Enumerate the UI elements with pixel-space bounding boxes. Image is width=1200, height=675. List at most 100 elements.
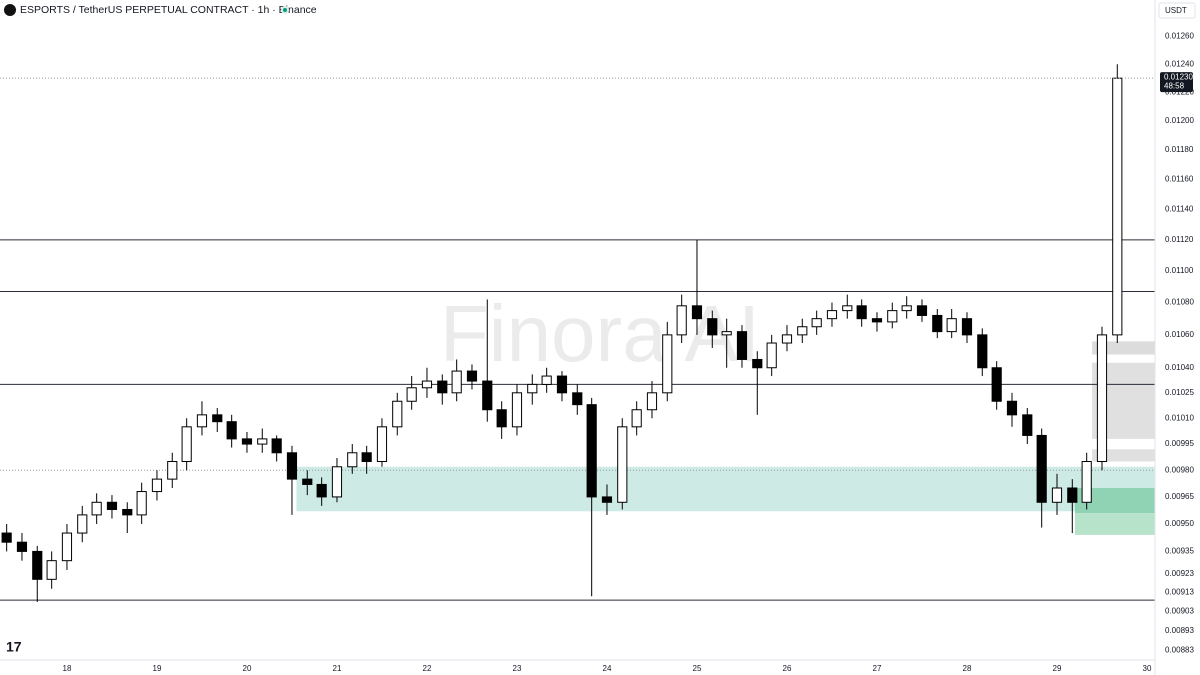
candle-body bbox=[961, 318, 973, 336]
candle-body bbox=[887, 310, 898, 323]
y-tick-label: 0.01140 bbox=[1165, 204, 1194, 213]
candle-body bbox=[781, 334, 793, 344]
y-tick-label: 0.01080 bbox=[1165, 298, 1194, 307]
candle-body bbox=[811, 318, 822, 328]
x-tick-label: 22 bbox=[423, 664, 432, 673]
candle-body bbox=[556, 375, 568, 394]
candle-body bbox=[991, 367, 1002, 402]
x-tick-label: 25 bbox=[693, 664, 702, 673]
candle-body bbox=[466, 370, 478, 382]
candle-body bbox=[977, 334, 988, 369]
candle-body bbox=[181, 426, 192, 463]
x-tick-label: 19 bbox=[153, 664, 162, 673]
candle-body bbox=[856, 305, 867, 320]
candle-body bbox=[586, 404, 597, 498]
candle-body bbox=[946, 318, 957, 333]
x-tick-label: 18 bbox=[63, 664, 72, 673]
candle-body bbox=[631, 409, 642, 428]
plot bbox=[0, 64, 1155, 602]
candle-body bbox=[797, 326, 808, 336]
watermark: Finora AI bbox=[440, 289, 760, 378]
candle-body bbox=[511, 392, 523, 428]
candle-body bbox=[1022, 414, 1033, 436]
candle-body bbox=[316, 483, 327, 498]
candle-body bbox=[1051, 487, 1063, 503]
candle-body bbox=[361, 452, 372, 463]
y-tick-label: 0.00980 bbox=[1165, 465, 1194, 474]
candle-body bbox=[136, 491, 147, 516]
y-tick-label: 0.01120 bbox=[1165, 235, 1194, 244]
candle-body bbox=[392, 400, 403, 428]
y-tick-label: 0.00893 bbox=[1165, 626, 1194, 635]
candle-body bbox=[646, 392, 658, 411]
status-dot bbox=[283, 8, 287, 12]
x-tick-label: 26 bbox=[783, 664, 792, 673]
symbol-icon bbox=[4, 4, 16, 16]
candle-body bbox=[527, 383, 538, 394]
candle-body bbox=[736, 331, 748, 360]
countdown-label: 48:58 bbox=[1164, 81, 1185, 90]
candle-body bbox=[842, 305, 853, 312]
candle-body bbox=[1096, 334, 1108, 463]
candle-body bbox=[271, 438, 282, 454]
candle-body bbox=[601, 496, 613, 503]
candle-body bbox=[916, 305, 928, 316]
x-tick-label: 27 bbox=[873, 664, 882, 673]
y-tick-label: 0.01040 bbox=[1165, 363, 1194, 372]
currency-button[interactable] bbox=[1158, 2, 1196, 19]
y-tick-label: 0.01100 bbox=[1165, 266, 1194, 275]
candle-body bbox=[1112, 77, 1123, 336]
zone bbox=[1092, 341, 1155, 355]
candle-body bbox=[1006, 400, 1018, 416]
candle-body bbox=[1081, 461, 1092, 503]
candle-body bbox=[1067, 487, 1078, 503]
candle-body bbox=[91, 501, 102, 516]
candle-body bbox=[421, 380, 433, 389]
y-tick-label: 0.01240 bbox=[1165, 59, 1194, 68]
y-tick-label: 0.00995 bbox=[1165, 439, 1194, 448]
candle-body bbox=[1, 532, 12, 543]
candle-body bbox=[347, 452, 358, 468]
candle-body bbox=[496, 409, 507, 428]
y-tick-label: 0.00903 bbox=[1165, 607, 1194, 616]
zone bbox=[1074, 513, 1155, 535]
candle-body bbox=[331, 466, 343, 498]
candle-body bbox=[437, 380, 448, 394]
x-tick-label: 29 bbox=[1053, 664, 1062, 673]
currency[interactable]: USDT bbox=[1165, 6, 1187, 15]
y-tick-label: 0.01180 bbox=[1165, 145, 1194, 154]
x-tick-label: 23 bbox=[513, 664, 522, 673]
y-tick-label: 0.00883 bbox=[1165, 645, 1194, 654]
candle-body bbox=[406, 387, 417, 402]
last-price-box bbox=[1160, 72, 1193, 93]
candle-body bbox=[151, 478, 163, 493]
x-tick-label: 20 bbox=[243, 664, 252, 673]
y-tick-label: 0.00935 bbox=[1165, 547, 1194, 556]
candle-body bbox=[691, 305, 703, 320]
candle-body bbox=[16, 541, 28, 552]
candle-body bbox=[932, 314, 943, 333]
candle-body bbox=[241, 438, 253, 445]
y-tick-label: 0.00923 bbox=[1165, 569, 1194, 578]
candle-body bbox=[1036, 434, 1047, 503]
y-tick-label: 0.00965 bbox=[1165, 492, 1194, 501]
y-tick-label: 0.01060 bbox=[1165, 330, 1194, 339]
candle-body bbox=[752, 358, 763, 369]
candle-body bbox=[196, 414, 208, 428]
y-tick-label: 0.01200 bbox=[1165, 116, 1194, 125]
candle-body bbox=[871, 318, 883, 323]
candle-body bbox=[482, 380, 493, 411]
zone bbox=[1092, 449, 1155, 462]
last-price-label: 0.01230 bbox=[1164, 72, 1193, 81]
candle-body bbox=[106, 501, 118, 510]
candle-body bbox=[302, 478, 313, 485]
candle-body bbox=[61, 532, 73, 562]
candle-body bbox=[376, 426, 388, 463]
candle-body bbox=[826, 310, 838, 320]
logo: 17 bbox=[6, 639, 22, 655]
candle-body bbox=[451, 370, 462, 394]
candle-body bbox=[901, 305, 912, 312]
candle-body bbox=[617, 426, 628, 503]
